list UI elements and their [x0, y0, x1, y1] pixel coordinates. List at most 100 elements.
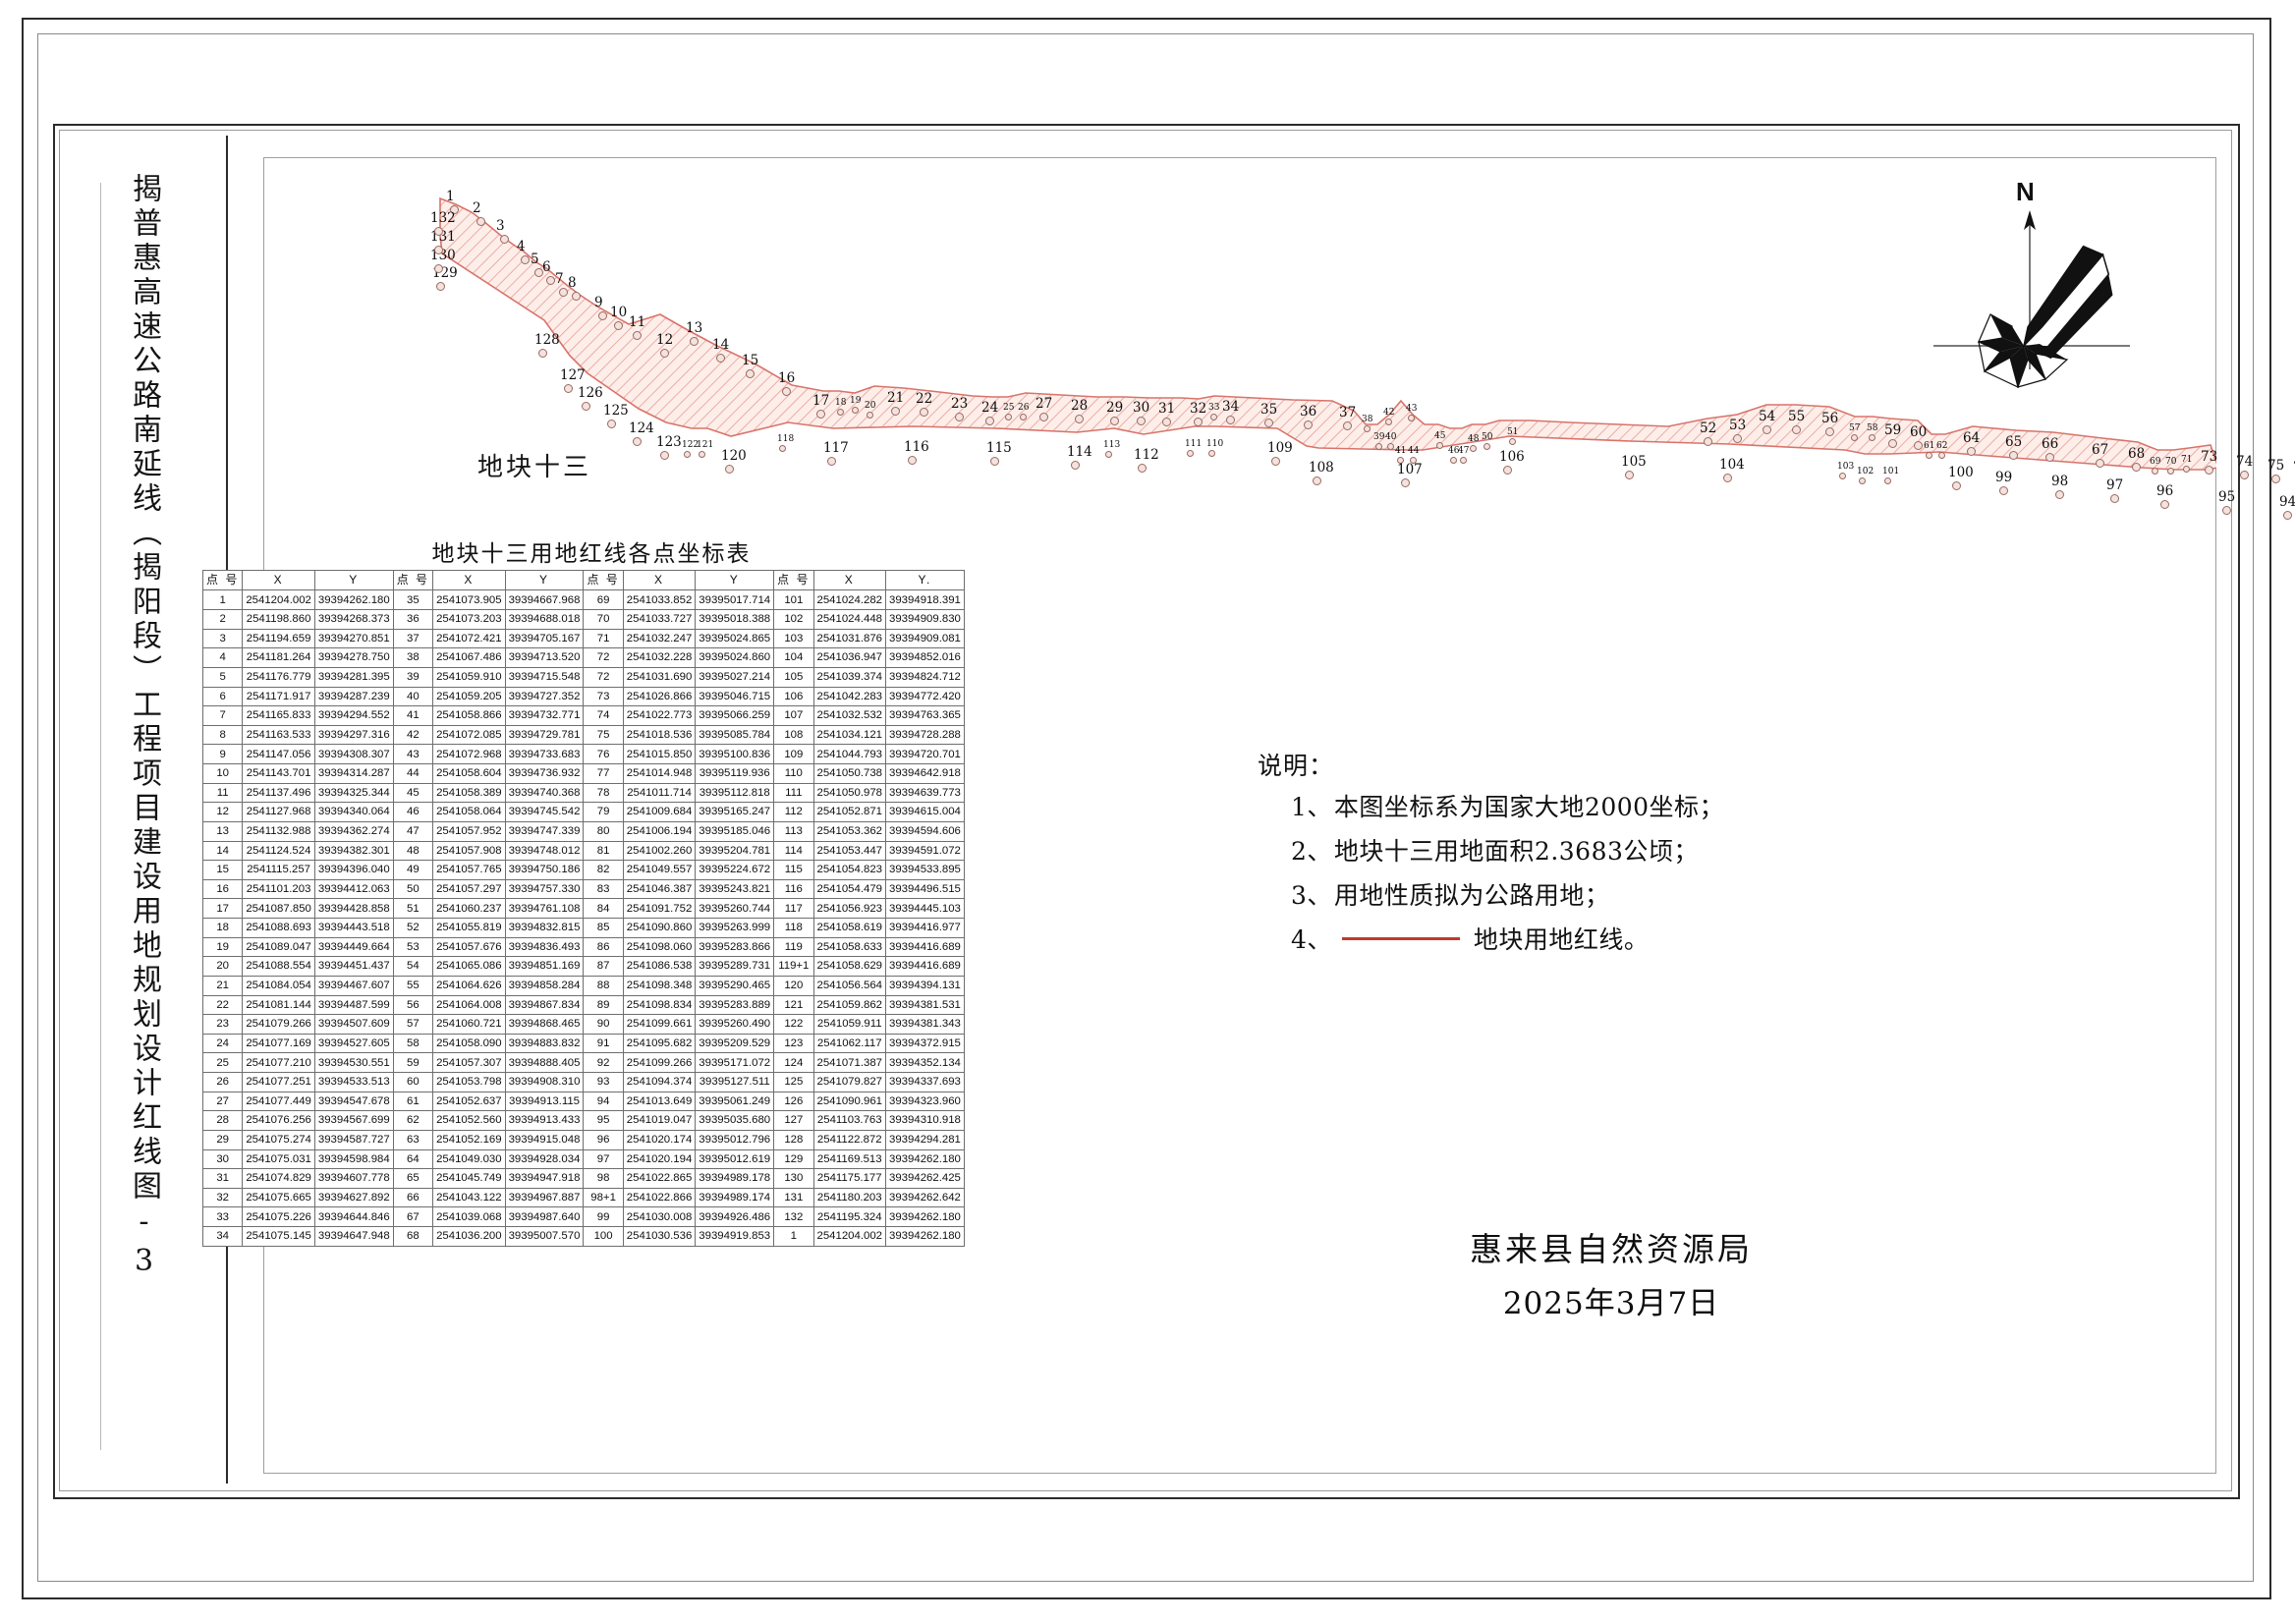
point-y-cell: 39394989.174: [695, 1187, 775, 1208]
point-y-cell: 39394728.288: [885, 724, 965, 746]
point-x-cell: 2541071.387: [812, 1052, 887, 1073]
vertex-label: 24: [981, 400, 999, 416]
vertex-label: 122: [682, 440, 700, 450]
point-x-cell: 2541122.872: [812, 1129, 887, 1150]
point-y-cell: 39395165.247: [695, 802, 775, 822]
table-row: 12 2541127.968 39394340.064 46 2541058.064 39…: [201, 802, 965, 822]
note-text: 本图坐标系为国家大地2000坐标；: [1333, 793, 1725, 821]
vertex-marker-icon: [852, 407, 859, 414]
point-x-cell: 2541091.752: [622, 898, 697, 919]
north-arrow: N: [1914, 177, 2150, 432]
point-y-cell: 39394888.405: [504, 1052, 585, 1073]
point-y-cell: 39395100.836: [695, 744, 775, 764]
coordinate-table-body: 1 2541204.002 39394262.180 35 2541073.905 393…: [201, 589, 965, 1247]
point-id-cell: 70: [583, 609, 624, 630]
table-header-row: 点 号 X Y 点 号 X Y 点 号 X Y 点 号 X Y.: [201, 569, 965, 591]
vertex-label: 126: [578, 385, 603, 401]
point-y-cell: 39395185.046: [695, 820, 775, 842]
point-x-cell: 2541194.659: [242, 628, 315, 649]
point-y-cell: 39394487.599: [313, 994, 394, 1016]
point-id-cell: 6: [201, 686, 244, 707]
table-row: 19 2541089.047 39394449.664 53 2541057.676 39…: [201, 936, 965, 958]
point-x-cell: 2541089.047: [242, 936, 315, 958]
point-x-cell: 2541075.665: [242, 1187, 315, 1208]
point-y-cell: 39394451.437: [313, 956, 394, 977]
point-x-cell: 2541101.203: [242, 878, 315, 900]
table-row: 4 2541181.264 39394278.750 38 2541067.486 393…: [201, 647, 965, 668]
point-x-cell: 2541046.387: [622, 878, 697, 900]
point-x-cell: 2541015.850: [622, 744, 697, 764]
vertex-marker-icon: [779, 445, 786, 452]
point-y-cell: 39394310.918: [885, 1110, 965, 1131]
point-y-cell: 39395061.249: [695, 1091, 775, 1112]
point-y-cell: 39394262.180: [885, 1148, 965, 1170]
point-id-cell: 17: [201, 898, 244, 919]
point-y-cell: 39394745.542: [504, 802, 585, 822]
point-y-cell: 39395024.860: [695, 647, 775, 668]
vertex-marker-icon: [1704, 437, 1712, 446]
point-id-cell: 61: [392, 1091, 434, 1112]
point-y-cell: 39394750.186: [504, 860, 585, 880]
vertex-marker-icon: [1723, 474, 1732, 482]
vertex-marker-icon: [1763, 425, 1771, 434]
point-y-cell: 39394416.689: [885, 956, 965, 977]
point-id-cell: 63: [392, 1129, 434, 1150]
point-x-cell: 2541058.389: [432, 782, 506, 804]
point-id-cell: 113: [773, 820, 814, 842]
point-x-cell: 2541024.448: [812, 609, 887, 630]
point-id-cell: 39: [392, 666, 434, 688]
vertex-marker-icon: [1460, 457, 1467, 464]
table-row: 15 2541115.257 39394396.040 49 2541057.765 39…: [201, 860, 965, 880]
point-x-cell: 2541045.749: [432, 1168, 506, 1189]
table-row: 6 2541171.917 39394287.239 40 2541059.205 393…: [201, 686, 965, 707]
point-y-cell: 39395204.781: [695, 840, 775, 862]
vertex-marker-icon: [1110, 417, 1119, 425]
point-x-cell: 2541039.374: [812, 666, 887, 688]
vertex-label: 45: [1434, 431, 1446, 441]
vertex-label: 57: [1849, 423, 1861, 433]
vertex-marker-icon: [633, 331, 642, 340]
table-row: 25 2541077.210 39394530.551 59 2541057.307 39…: [201, 1052, 965, 1073]
parcel-map: 1 2 3 4 5 6 7 8 9 10 11 12 13 14 15 16 17 18 19 20 21 22 23 24 2…: [263, 157, 2295, 707]
point-id-cell: 27: [201, 1091, 244, 1112]
vertex-marker-icon: [1162, 418, 1171, 426]
vertex-label: 33: [1208, 403, 1220, 413]
point-y-cell: 39394908.310: [504, 1072, 585, 1092]
point-id-cell: 28: [201, 1110, 244, 1131]
vertex-marker-icon: [1483, 443, 1490, 450]
table-row: 27 2541077.449 39394547.678 61 2541052.637 39…: [201, 1091, 965, 1112]
vertex-marker-icon: [1020, 414, 1027, 420]
point-x-cell: 2541075.031: [242, 1148, 315, 1170]
vertex-label: 98: [2051, 474, 2069, 489]
vertex-label: 120: [721, 448, 747, 464]
point-y-cell: 39394705.167: [504, 628, 585, 649]
point-y-cell: 39394868.465: [504, 1014, 585, 1035]
point-id-cell: 32: [201, 1187, 244, 1208]
vertex-marker-icon: [1364, 425, 1371, 432]
vertex-marker-icon: [1194, 418, 1203, 426]
vertex-marker-icon: [1397, 457, 1404, 464]
table-row: 5 2541176.779 39394281.395 39 2541059.910 393…: [201, 666, 965, 688]
point-id-cell: 123: [773, 1033, 814, 1054]
point-x-cell: 2541094.374: [622, 1072, 697, 1092]
vertex-label: 13: [686, 320, 703, 336]
vertex-marker-icon: [1625, 471, 1634, 479]
point-id-cell: 81: [583, 840, 624, 862]
point-y-cell: 39395283.889: [695, 994, 775, 1016]
point-x-cell: 2541181.264: [242, 647, 315, 668]
vertex-marker-icon: [1385, 419, 1392, 425]
point-x-cell: 2541019.047: [622, 1110, 697, 1131]
point-x-cell: 2541143.701: [242, 763, 315, 784]
point-y-cell: 39394852.016: [885, 647, 965, 668]
point-id-cell: 124: [773, 1052, 814, 1073]
point-y-cell: 39394507.609: [313, 1014, 394, 1035]
vertex-label: 20: [865, 401, 876, 411]
vertex-label: 12: [656, 332, 674, 348]
point-y-cell: 39394270.851: [313, 628, 394, 649]
point-id-cell: 8: [201, 724, 244, 746]
point-y-cell: 39394268.373: [313, 609, 394, 630]
vertex-marker-icon: [1733, 434, 1742, 443]
issuing-organization: 惠来县自然资源局: [1470, 1230, 1753, 1268]
point-id-cell: 75: [583, 724, 624, 746]
point-y-cell: 39394372.915: [885, 1033, 965, 1054]
